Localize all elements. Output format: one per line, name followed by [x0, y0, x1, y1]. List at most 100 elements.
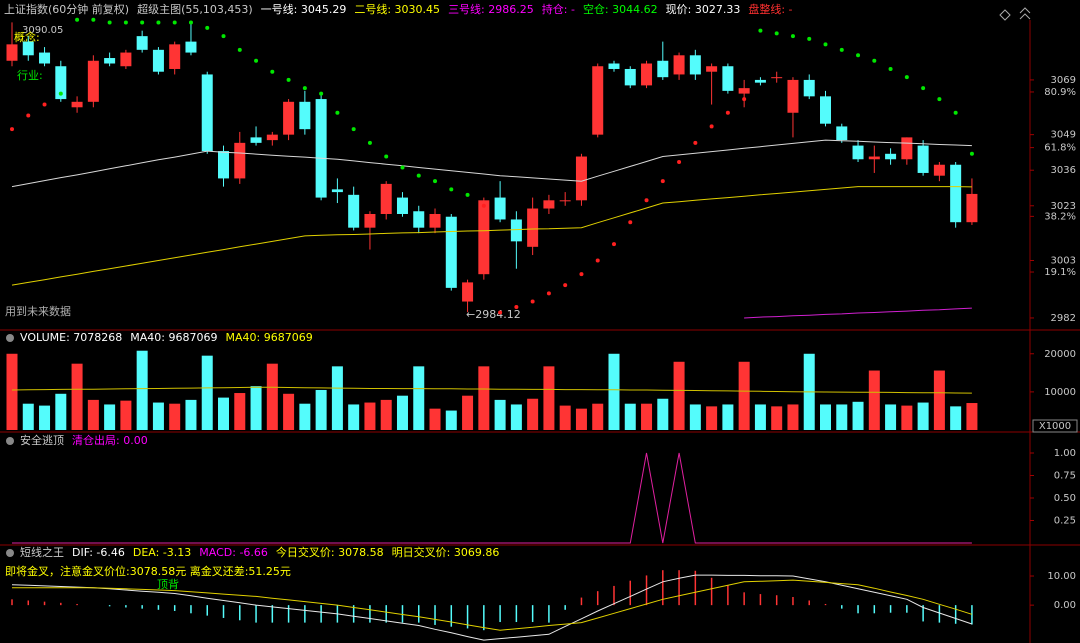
candle-body: [201, 74, 213, 152]
volume-bar: [201, 355, 213, 430]
volume-bar: [917, 402, 929, 430]
volume-bar: [396, 395, 408, 430]
sar-dot: [709, 124, 714, 129]
panel-icon[interactable]: [6, 437, 14, 445]
sar-dot: [384, 154, 389, 159]
volume-bar: [266, 363, 278, 430]
candle-body: [917, 145, 929, 173]
panel-title: 明日交叉价: 3069.86: [392, 545, 500, 559]
sar-dot: [856, 53, 861, 58]
volume-bar: [673, 361, 685, 430]
y-tick-label: 3023: [1051, 201, 1076, 212]
volume-bar: [575, 408, 587, 430]
volume-bar: [478, 366, 490, 430]
sar-dot: [433, 179, 438, 184]
candle-body: [575, 156, 587, 201]
sar-dot: [563, 283, 568, 288]
y2-tick-label: 38.2%: [1044, 211, 1076, 222]
candle-body: [6, 44, 18, 61]
candle-body: [185, 41, 197, 53]
y2-tick-label: 80.9%: [1044, 87, 1076, 98]
candle-body: [641, 63, 653, 86]
volume-bar: [950, 406, 962, 430]
series-line: [744, 307, 972, 319]
panel-title: 安全逃顶: [20, 433, 64, 447]
volume-bar: [283, 393, 295, 430]
volume-bar: [364, 402, 376, 430]
volume-bar: [527, 398, 539, 430]
sar-dot: [481, 203, 486, 208]
sar-dot: [188, 20, 193, 25]
volume-bar: [299, 403, 311, 430]
y-tick-label: 2982: [1051, 313, 1076, 324]
volume-bar: [722, 404, 734, 430]
y-tick-label: 3036: [1051, 165, 1076, 176]
sar-dot: [449, 187, 454, 192]
panel-icon[interactable]: [6, 334, 14, 342]
sar-dot: [319, 91, 324, 96]
y-tick-label: 0.00: [1054, 600, 1076, 611]
candle-body: [315, 99, 327, 198]
diamond-icon[interactable]: [999, 9, 1011, 21]
sar-dot: [579, 272, 584, 277]
y-tick-label: 3003: [1051, 256, 1076, 267]
panel-title: 三号线: 2986.25: [448, 2, 534, 16]
candle-body: [169, 44, 181, 69]
volume-bar: [901, 405, 913, 430]
candle-body: [494, 197, 506, 220]
volume-bar: [445, 410, 457, 430]
volume-bar: [104, 404, 116, 430]
sar-dot: [75, 17, 80, 22]
sar-dot: [628, 220, 633, 225]
y2-tick-label: 19.1%: [1044, 267, 1076, 278]
macd-subtitle: 即将金叉，注意金叉价位:3078.58元 离金叉还差:51.25元: [5, 564, 291, 578]
industry-label: 行业:: [17, 69, 43, 82]
sar-dot: [367, 140, 372, 145]
panel-title: DIF: -6.46: [72, 546, 125, 559]
candle-body: [543, 200, 555, 209]
sar-dot: [205, 25, 210, 30]
panel-title: MACD: -6.66: [199, 546, 268, 559]
panel-title: DEA: -3.13: [133, 546, 191, 559]
sar-dot: [91, 17, 96, 22]
sar-dot: [172, 20, 177, 25]
candle-body: [885, 153, 897, 160]
sar-dot: [416, 173, 421, 178]
concept-label: 概念:: [14, 30, 40, 44]
panel-title: 一号线: 3045.29: [261, 2, 347, 16]
panel-title: MA40: 9687069: [225, 331, 312, 344]
volume-bar: [250, 386, 262, 430]
collapse-icon[interactable]: [1019, 7, 1031, 20]
volume-bar: [754, 404, 766, 430]
sar-dot: [10, 127, 14, 132]
candle-body: [803, 79, 815, 97]
panel-title: 超级主图(55,103,453): [137, 2, 253, 16]
sar-dot: [546, 291, 551, 296]
volume-bar: [87, 399, 99, 430]
candle-body: [787, 79, 799, 113]
volume-bar: [510, 404, 522, 430]
panel-title: 空仓: 3044.62: [583, 2, 658, 16]
sar-dot: [335, 110, 340, 115]
panel-icon[interactable]: [6, 549, 14, 557]
sar-dot: [758, 28, 763, 33]
candle-body: [104, 58, 116, 64]
sar-dot: [921, 86, 926, 91]
volume-bar: [218, 397, 230, 430]
y-tick-label: 10.00: [1047, 571, 1076, 582]
panel-title: 清仓出局: 0.00: [72, 433, 148, 447]
volume-bar: [738, 361, 750, 430]
candle-body: [559, 200, 571, 202]
volume-bar: [820, 404, 831, 430]
sar-dot: [530, 299, 535, 304]
volume-bar: [462, 395, 474, 430]
sar-dot: [498, 310, 503, 315]
candle-body: [657, 60, 669, 78]
series-line: [11, 186, 972, 286]
candle-body: [250, 137, 262, 143]
y2-tick-label: 61.8%: [1044, 143, 1076, 154]
candle-body: [510, 219, 522, 242]
candle-body: [39, 52, 51, 64]
candle-body: [868, 156, 880, 160]
volume-bar: [55, 393, 67, 430]
